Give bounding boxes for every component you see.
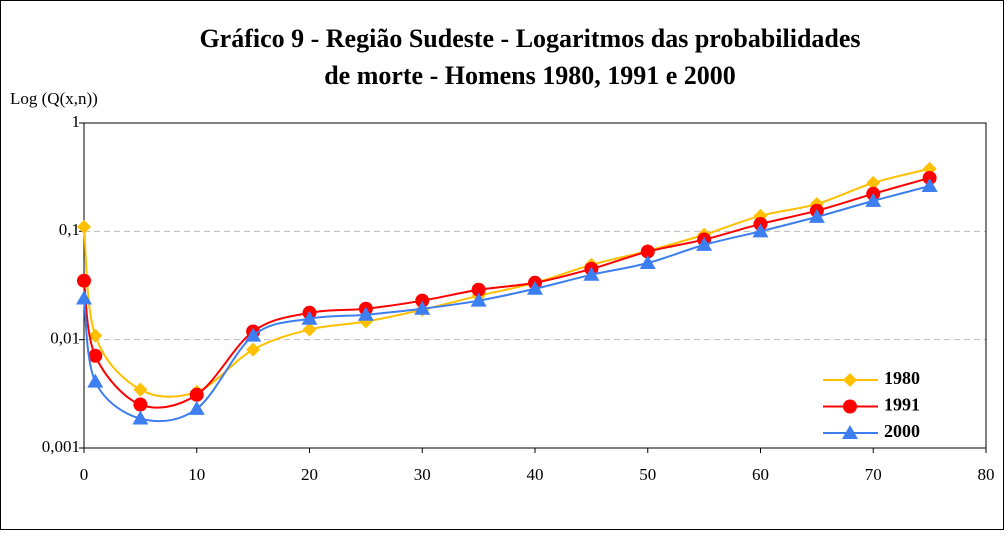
marker [640, 244, 655, 259]
x-tick-label: 20 [301, 465, 318, 484]
x-tick-label: 30 [414, 465, 431, 484]
marker [189, 387, 204, 402]
marker [77, 273, 91, 288]
marker [583, 266, 600, 281]
marker [77, 219, 91, 234]
x-tick-label: 80 [978, 465, 995, 484]
marker [866, 175, 881, 190]
y-tick-label: 0,001 [42, 437, 80, 456]
legend-marker [843, 399, 857, 414]
marker [76, 290, 92, 305]
marker [639, 255, 656, 270]
x-tick-label: 40 [527, 465, 544, 484]
marker [527, 280, 543, 295]
marker [415, 293, 430, 308]
marker [302, 322, 317, 337]
x-tick-label: 10 [188, 465, 205, 484]
series-line [83, 185, 930, 423]
marker [922, 170, 937, 185]
legend-label: 1991 [884, 395, 920, 415]
marker [188, 400, 205, 415]
marker [865, 192, 882, 207]
marker [245, 327, 262, 342]
legend-marker [843, 373, 857, 387]
legend-marker [842, 425, 858, 439]
chart-title: Gráfico 9 - Região Sudeste - Logaritmos … [199, 24, 860, 53]
x-tick-label: 60 [752, 465, 769, 484]
marker [301, 310, 318, 325]
x-tick-label: 70 [865, 465, 882, 484]
marker [808, 208, 825, 223]
x-tick-label: 0 [80, 465, 89, 484]
marker [357, 306, 374, 321]
legend-label: 2000 [884, 421, 920, 441]
marker [414, 300, 431, 315]
marker [132, 410, 149, 425]
chart-title: de morte - Homens 1980, 1991 e 2000 [324, 61, 736, 90]
marker [921, 178, 938, 193]
marker [133, 382, 148, 397]
marker [88, 328, 103, 343]
marker [470, 292, 487, 307]
x-tick-label: 50 [639, 465, 656, 484]
y-tick-label: 0,1 [59, 220, 80, 239]
y-tick-label: 1 [72, 112, 81, 131]
y-tick-label: 0,01 [50, 329, 80, 348]
marker [471, 282, 486, 297]
marker [88, 348, 103, 363]
series-line [83, 176, 930, 409]
marker [246, 342, 261, 357]
legend-label: 1980 [884, 368, 920, 388]
marker [87, 373, 104, 388]
marker [752, 223, 769, 238]
marker [133, 397, 148, 412]
series-line [83, 167, 930, 398]
y-axis-label: Log (Q(x,n)) [10, 89, 98, 108]
marker [696, 236, 713, 251]
